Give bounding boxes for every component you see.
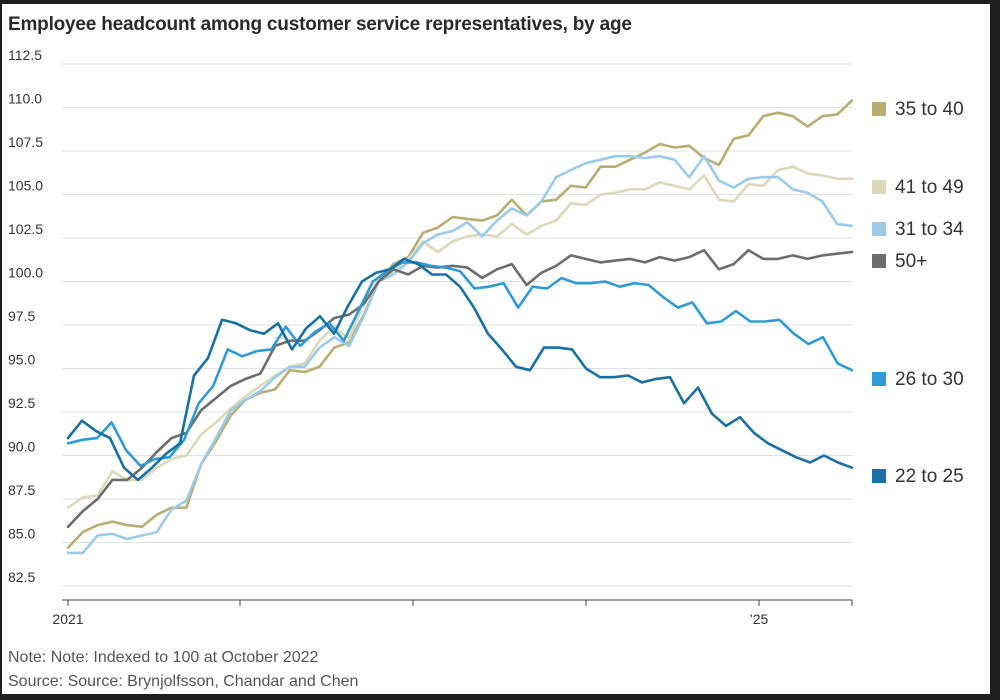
chart-source: Source: Source: Brynjolfsson, Chandar an… (8, 673, 359, 690)
legend-swatch (872, 469, 886, 483)
x-tick-label: ’25 (750, 611, 769, 627)
legend-label: 35 to 40 (895, 99, 964, 120)
line-chart: 112.5 110.0 107.5 105.0 102.5 100.0 97.5 95.0 92… (8, 47, 964, 627)
y-tick-label: 107.5 (8, 134, 43, 150)
chart-note: Note: Note: Indexed to 100 at October 20… (8, 649, 319, 666)
chart-title: Employee headcount among customer servic… (8, 14, 632, 35)
legend-swatch (872, 222, 886, 236)
series-line-41-to-49 (66, 165, 854, 510)
legend-swatch (872, 372, 886, 386)
chart-card: Employee headcount among customer servic… (2, 4, 990, 694)
y-tick-label: 90.0 (8, 439, 35, 455)
series-line-50- (66, 248, 854, 529)
legend-label: 41 to 49 (895, 177, 964, 198)
legend-swatch (872, 102, 886, 116)
y-tick-label: 105.0 (8, 178, 43, 194)
y-tick-label: 112.5 (8, 47, 42, 63)
y-tick-label: 92.5 (8, 395, 35, 411)
y-tick-label: 110.0 (8, 91, 42, 107)
series-line-22-to-25 (66, 257, 854, 482)
y-tick-label: 82.5 (8, 569, 35, 585)
y-tick-label: 97.5 (8, 308, 35, 324)
series-line-35-to-40 (66, 99, 854, 550)
legend-label: 26 to 30 (895, 369, 964, 390)
legend-label: 31 to 34 (895, 219, 964, 240)
y-tick-label: 100.0 (8, 265, 43, 281)
y-tick-label: 95.0 (8, 352, 35, 368)
legend-swatch (872, 180, 886, 194)
series-line-31-to-34 (66, 154, 854, 555)
series-line-26-to-30 (66, 261, 854, 468)
y-tick-label: 85.0 (8, 526, 35, 542)
y-tick-label: 102.5 (8, 221, 43, 237)
legend-swatch (872, 254, 886, 268)
x-tick-label: 2021 (52, 611, 83, 627)
legend-label: 50+ (895, 251, 927, 272)
gridlines (62, 63, 852, 587)
y-tick-label: 87.5 (8, 482, 35, 498)
legend-label: 22 to 25 (895, 466, 964, 487)
